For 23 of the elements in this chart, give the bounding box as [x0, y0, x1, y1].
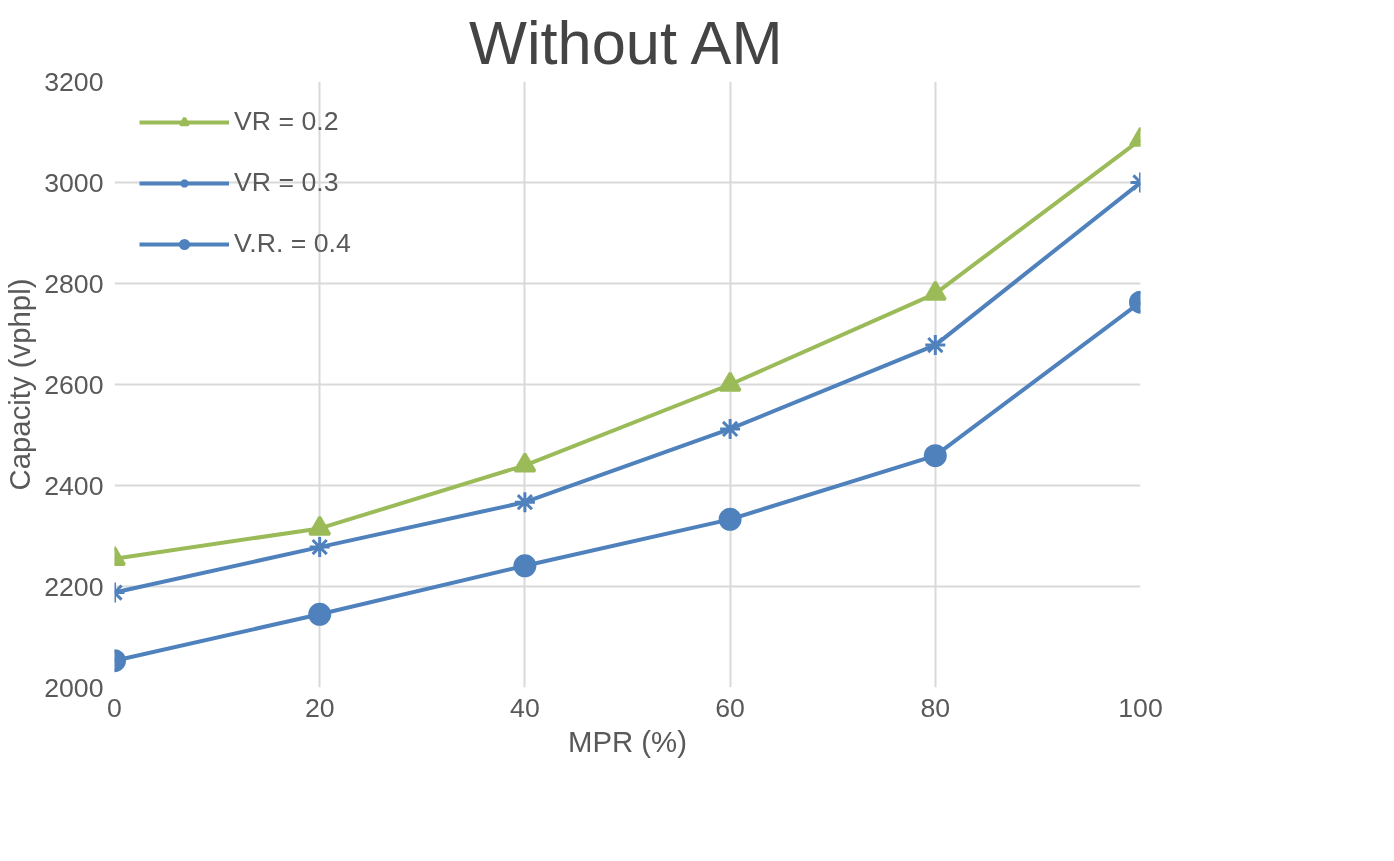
legend-label: V.R. = 0.4 [234, 228, 351, 259]
legend-label: VR = 0.3 [234, 167, 339, 198]
x-tick-label: 60 [715, 692, 745, 723]
chart-title: Without AM [469, 7, 783, 77]
y-tick-label: 2400 [44, 470, 104, 501]
point [513, 554, 537, 578]
y-tick-label: 2200 [44, 571, 104, 602]
x-tick-label: 20 [304, 692, 335, 723]
x-tick-label: 80 [920, 692, 951, 723]
point [718, 417, 742, 441]
y-tick-label: 2800 [44, 268, 104, 299]
x-tick-label: 0 [107, 692, 122, 723]
y-tick-label: 2000 [44, 672, 104, 703]
x-tick-label: 100 [1118, 692, 1163, 723]
y-tick-label: 3200 [44, 66, 104, 97]
x-axis-title: MPR (%) [568, 724, 687, 758]
y-axis-title: Capacity (vphpl) [3, 278, 37, 491]
legend-label: VR = 0.2 [234, 106, 339, 137]
y-tick-label: 3000 [44, 167, 104, 198]
y-tick-label: 2600 [44, 369, 104, 400]
point [513, 490, 537, 514]
point [718, 507, 742, 531]
x-tick-label: 40 [510, 692, 540, 723]
